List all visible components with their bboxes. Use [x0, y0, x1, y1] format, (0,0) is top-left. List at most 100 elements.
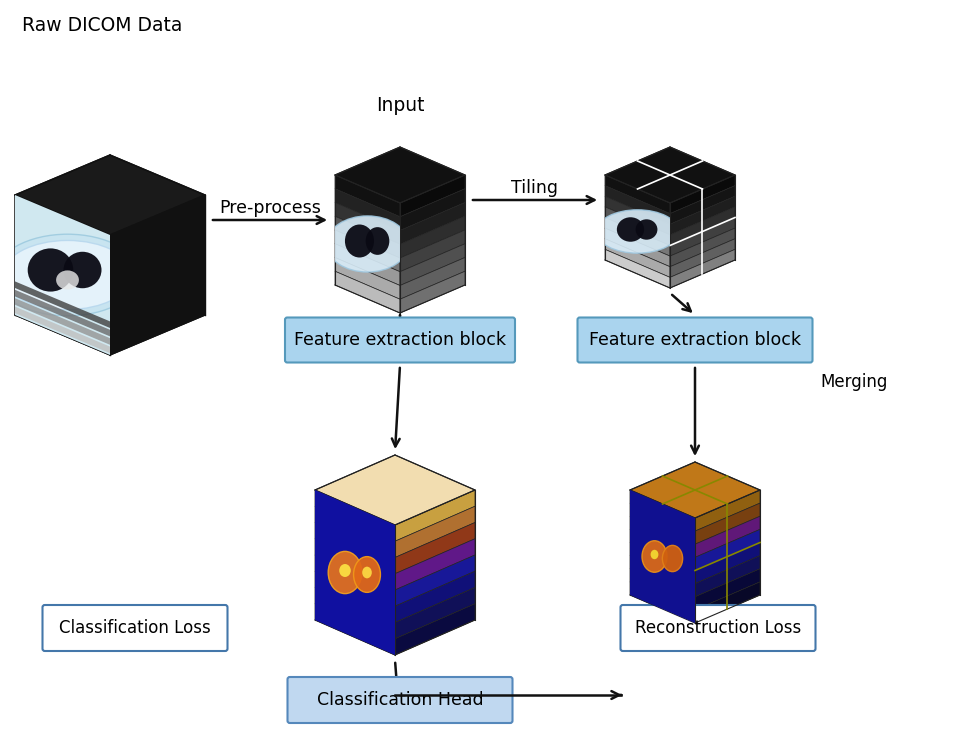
Polygon shape [394, 490, 475, 541]
Polygon shape [694, 556, 760, 597]
Polygon shape [629, 490, 694, 623]
Text: Classification Head: Classification Head [316, 691, 483, 709]
Polygon shape [15, 155, 204, 235]
Polygon shape [334, 244, 399, 286]
FancyBboxPatch shape [287, 677, 512, 723]
Polygon shape [670, 249, 735, 288]
Polygon shape [629, 490, 694, 531]
Ellipse shape [3, 240, 132, 309]
Polygon shape [629, 516, 694, 557]
Polygon shape [670, 228, 735, 267]
Polygon shape [605, 228, 670, 267]
Polygon shape [399, 272, 464, 313]
Polygon shape [315, 539, 394, 590]
Polygon shape [315, 555, 394, 606]
Polygon shape [670, 175, 735, 214]
Polygon shape [315, 506, 394, 557]
Text: Feature extraction block: Feature extraction block [588, 331, 800, 349]
Polygon shape [394, 588, 475, 639]
Polygon shape [15, 195, 109, 355]
Polygon shape [694, 490, 760, 531]
Polygon shape [15, 298, 109, 345]
Polygon shape [399, 230, 464, 272]
Polygon shape [334, 216, 399, 258]
Polygon shape [315, 522, 394, 574]
Text: Pre-process: Pre-process [219, 199, 321, 217]
Ellipse shape [345, 225, 374, 257]
FancyBboxPatch shape [620, 605, 815, 651]
Polygon shape [394, 506, 475, 557]
Text: Input: Input [375, 96, 423, 114]
Polygon shape [315, 571, 394, 623]
Polygon shape [605, 186, 670, 224]
Ellipse shape [365, 227, 389, 255]
Polygon shape [629, 529, 694, 571]
Polygon shape [605, 217, 670, 256]
Polygon shape [629, 542, 694, 584]
Polygon shape [394, 555, 475, 606]
Ellipse shape [650, 550, 658, 559]
Polygon shape [605, 239, 670, 278]
Polygon shape [605, 147, 735, 203]
Polygon shape [694, 516, 760, 557]
Ellipse shape [63, 252, 102, 288]
Polygon shape [629, 582, 694, 623]
Text: Reconstruction Loss: Reconstruction Loss [635, 619, 800, 637]
Ellipse shape [641, 541, 667, 572]
Polygon shape [394, 571, 475, 623]
Polygon shape [399, 216, 464, 258]
Polygon shape [334, 257, 399, 299]
Ellipse shape [353, 556, 380, 592]
Ellipse shape [361, 567, 371, 578]
Ellipse shape [328, 551, 361, 594]
Polygon shape [315, 604, 394, 655]
Polygon shape [334, 188, 399, 231]
Polygon shape [334, 175, 399, 217]
Ellipse shape [616, 217, 643, 242]
Polygon shape [694, 582, 760, 623]
Polygon shape [670, 217, 735, 256]
Polygon shape [694, 529, 760, 571]
Ellipse shape [596, 210, 677, 253]
Ellipse shape [662, 545, 682, 571]
Polygon shape [15, 195, 109, 355]
FancyBboxPatch shape [43, 605, 228, 651]
Polygon shape [629, 503, 694, 544]
Polygon shape [629, 462, 760, 518]
Ellipse shape [635, 220, 657, 240]
Polygon shape [629, 556, 694, 597]
Text: Classification Loss: Classification Loss [59, 619, 210, 637]
Polygon shape [394, 604, 475, 655]
Polygon shape [334, 272, 399, 313]
Polygon shape [694, 569, 760, 610]
Polygon shape [394, 522, 475, 574]
Polygon shape [15, 306, 109, 353]
Polygon shape [670, 196, 735, 235]
Polygon shape [315, 490, 394, 541]
Polygon shape [15, 290, 109, 336]
Polygon shape [334, 203, 399, 244]
Polygon shape [605, 196, 670, 235]
Ellipse shape [339, 564, 351, 577]
Ellipse shape [0, 234, 140, 316]
Polygon shape [605, 207, 670, 246]
Ellipse shape [327, 216, 408, 272]
Polygon shape [694, 503, 760, 544]
Text: Merging: Merging [819, 373, 887, 391]
Ellipse shape [56, 270, 78, 289]
Polygon shape [394, 539, 475, 590]
Polygon shape [15, 281, 109, 328]
Polygon shape [315, 490, 394, 655]
Polygon shape [399, 175, 464, 217]
Polygon shape [629, 569, 694, 610]
Polygon shape [670, 186, 735, 224]
Polygon shape [605, 175, 670, 214]
Polygon shape [399, 203, 464, 244]
FancyBboxPatch shape [285, 318, 515, 363]
Polygon shape [694, 542, 760, 584]
Polygon shape [399, 188, 464, 231]
Polygon shape [670, 207, 735, 246]
Polygon shape [315, 588, 394, 639]
Polygon shape [334, 147, 464, 203]
Polygon shape [334, 230, 399, 272]
